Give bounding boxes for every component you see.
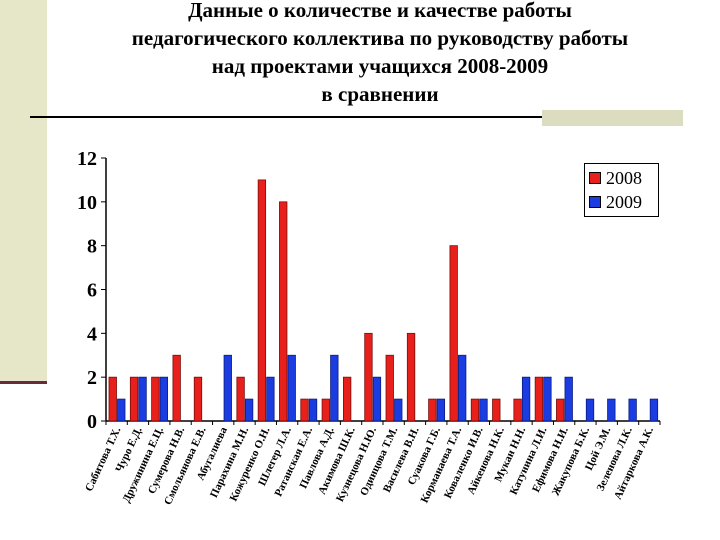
bar-2008 [364,332,373,422]
title-line-3: над проектами учащихся 2008-2009 [211,54,549,78]
side-decoration-line [0,381,47,384]
bar-2009 [543,376,552,422]
y-tick-label: 4 [87,323,97,345]
legend-swatch-2008 [589,172,601,184]
bar-2009 [649,398,659,422]
y-tick-label: 2 [87,367,97,389]
bar-2009 [223,354,232,422]
bar-2008 [428,398,437,422]
bar-2008 [193,376,203,422]
chart-legend: 2008 2009 [584,163,659,217]
title-divider-box [542,110,683,126]
bar-2009 [458,354,467,422]
legend-label-2009: 2009 [606,191,642,212]
side-decoration-strip [0,0,47,383]
legend-item-2008: 2008 [589,167,642,189]
bar-2009 [564,376,573,422]
bar-2009 [117,398,126,422]
bar-2009 [394,398,403,422]
bar-2008 [300,398,309,422]
bar-2008 [151,376,160,422]
bar-2009 [372,376,382,422]
y-tick-label: 12 [77,148,97,170]
bar-2008 [470,398,480,422]
bar-2009 [585,398,595,422]
bar-2008 [513,398,522,422]
bar-2009 [308,398,318,422]
bar-2008 [236,376,245,422]
bar-2009 [159,376,169,422]
bar-2008 [492,398,501,422]
bar-2009 [138,376,147,422]
bar-2008 [449,245,458,422]
bar-2009 [266,376,275,422]
bar-2008 [257,179,267,422]
bar-2008 [279,201,288,422]
bar-2008 [172,354,181,422]
bar-2008 [108,376,117,422]
bar-2009 [287,354,296,422]
bar-2009 [607,398,616,422]
bar-2008 [406,332,416,422]
bar-2009 [330,354,339,422]
bar-2008 [534,376,544,422]
bar-2008 [321,398,330,422]
bar-2009 [521,376,531,422]
title-divider-line [30,116,542,118]
slide-title: Данные о количестве и качестве работы пе… [60,0,700,108]
y-tick-label: 8 [87,236,97,258]
y-tick-label: 10 [77,192,97,214]
legend-label-2008: 2008 [606,167,642,188]
title-line-4: в сравнении [321,82,439,106]
title-line-1: Данные о количестве и качестве работы [188,0,572,22]
bar-2009 [628,398,637,422]
legend-swatch-2009 [589,196,601,208]
bar-2008 [556,398,565,422]
y-tick-label: 6 [87,280,97,302]
title-line-2: педагогического коллектива по руководств… [131,26,629,50]
y-tick-label: 0 [87,411,97,433]
bar-2008 [129,376,139,422]
bar-2008 [385,354,394,422]
bar-2009 [436,398,446,422]
legend-item-2009: 2009 [589,191,642,213]
bar-2009 [244,398,254,422]
bar-2008 [342,376,352,422]
bar-2009 [479,398,488,422]
